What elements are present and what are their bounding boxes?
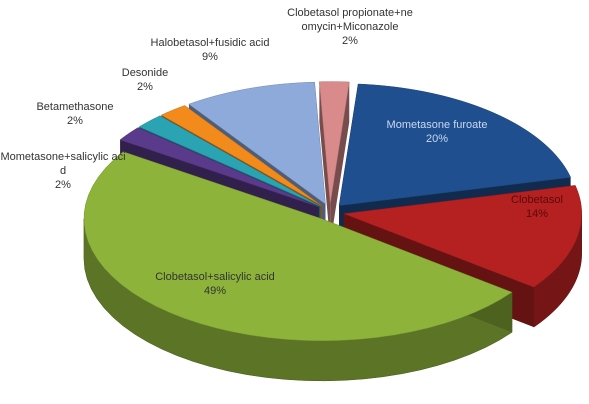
slice-label: Mometasone furoate 20% [372,118,502,146]
value-label: 2% [55,179,71,191]
slice-top [160,105,322,206]
category-name: Mometasone+salicylic acid [0,151,126,177]
slice-label: Clobetasol 14% [472,193,589,221]
value-label: 2% [137,81,153,93]
slice-top [188,81,326,205]
slice-edge [319,81,331,244]
slice [319,81,350,244]
slice-label: Halobetasol+fusidic acid 9% [145,36,275,64]
value-label: 20% [425,133,449,145]
category-name: Betamethasone [36,101,114,113]
slice [83,151,513,382]
value-label: 49% [203,285,227,297]
category-name: Clobetasol [511,194,563,206]
slice-label: Clobetasol+salicylic acid 49% [150,270,280,298]
value-label: 2% [67,115,83,127]
slice-label: Mometasone+salicylic acid 2% [0,150,128,192]
slice-top [83,151,513,342]
category-name: Mometasone furoate [386,119,488,131]
slice-top [338,83,571,206]
value-label: 14% [525,208,549,220]
slice-label: Betamethasone 2% [10,100,140,128]
category-name: Halobetasol+fusidic acid [150,37,270,49]
slice-top [119,127,319,208]
slice-top [138,115,321,207]
slice-top [343,185,582,288]
value-label: 2% [342,35,358,47]
category-name: Desonide [121,67,169,79]
value-label: 9% [202,51,218,63]
slice-label: Desonide 2% [80,66,210,94]
slice-top [319,81,350,204]
slice-label: Clobetasol propionate+neomycin+Miconazol… [285,6,415,48]
slice-edge [330,81,350,244]
category-name: Clobetasol+salicylic acid [155,271,275,283]
category-name: Clobetasol propionate+neomycin+Miconazol… [287,7,413,33]
